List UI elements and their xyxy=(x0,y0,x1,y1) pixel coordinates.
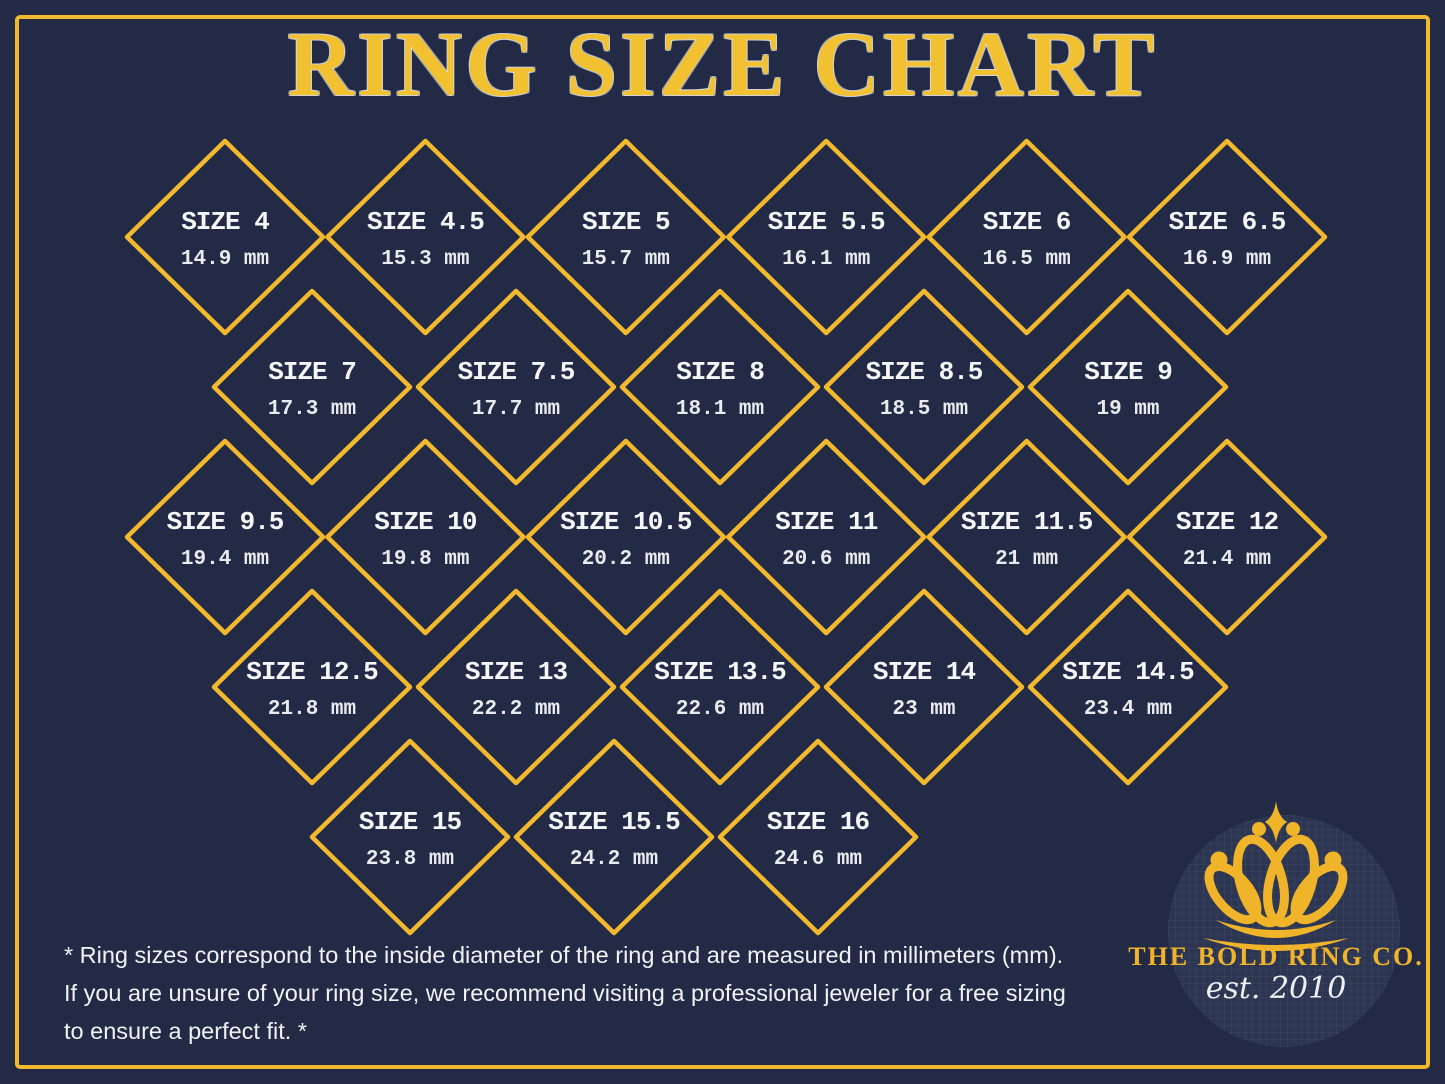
ring-diameter-label: 20.2 mm xyxy=(582,548,670,571)
ring-size-diamond xyxy=(211,288,413,486)
ring-size-label: SIZE 4 xyxy=(181,207,269,237)
ring-diameter-label: 19 mm xyxy=(1096,398,1159,421)
ring-size-label: SIZE 12 xyxy=(1176,507,1279,537)
ring-size-diamond xyxy=(124,138,326,336)
ring-size-diamond xyxy=(1027,288,1229,486)
ring-size-label: SIZE 12.5 xyxy=(246,657,378,687)
ring-diameter-label: 21.8 mm xyxy=(268,698,356,721)
ring-size-diamond xyxy=(725,138,927,336)
ring-diameter-label: 16.5 mm xyxy=(982,248,1070,271)
ring-size-label: SIZE 4.5 xyxy=(367,207,484,237)
ring-diameter-label: 14.9 mm xyxy=(181,248,269,271)
ring-diameter-label: 19.4 mm xyxy=(181,548,269,571)
ring-diameter-label: 24.6 mm xyxy=(774,848,862,871)
ring-diameter-label: 16.9 mm xyxy=(1183,248,1271,271)
ring-size-label: SIZE 5.5 xyxy=(768,207,885,237)
ring-size-diamond xyxy=(725,438,927,636)
ring-size-label: SIZE 13.5 xyxy=(654,657,786,687)
ring-size-diamond xyxy=(415,588,617,786)
ring-diameter-label: 18.5 mm xyxy=(880,398,968,421)
footnote-line-1: * Ring sizes correspond to the inside di… xyxy=(64,942,1064,968)
ring-diameter-label: 19.8 mm xyxy=(381,548,469,571)
ring-diameter-label: 15.7 mm xyxy=(582,248,670,271)
ring-size-diamond xyxy=(926,438,1127,636)
ring-size-diamond xyxy=(823,288,1025,486)
ring-diameter-label: 22.6 mm xyxy=(676,698,764,721)
ring-size-label: SIZE 8 xyxy=(676,357,764,387)
ring-size-diamond xyxy=(1027,588,1229,786)
ring-size-diamond xyxy=(513,738,715,936)
ring-size-diamond xyxy=(926,138,1127,336)
ring-size-diamond xyxy=(717,738,919,936)
footnote-line-2: If you are unsure of your ring size, we … xyxy=(64,980,1066,1006)
ring-size-diamond xyxy=(619,588,821,786)
ring-size-label: SIZE 10.5 xyxy=(560,507,692,537)
ring-diameter-label: 20.6 mm xyxy=(782,548,870,571)
ring-diameter-label: 21 mm xyxy=(995,548,1058,571)
ring-size-diamond xyxy=(525,138,727,336)
ring-size-label: SIZE 7.5 xyxy=(458,357,575,387)
ring-size-label: SIZE 15 xyxy=(359,807,462,837)
ring-size-diamond xyxy=(124,438,326,636)
crown-icon xyxy=(1203,801,1349,951)
page-title: RING SIZE CHART xyxy=(287,13,1158,115)
ring-size-label: SIZE 11.5 xyxy=(961,507,1093,537)
ring-size-diamond xyxy=(309,738,511,936)
ring-size-label: SIZE 16 xyxy=(767,807,870,837)
ring-size-label: SIZE 6 xyxy=(983,207,1071,237)
ring-size-diamond xyxy=(525,438,727,636)
ring-diameter-label: 15.3 mm xyxy=(381,248,469,271)
ring-size-diamond xyxy=(823,588,1025,786)
ring-size-label: SIZE 10 xyxy=(374,507,477,537)
ring-size-label: SIZE 9 xyxy=(1084,357,1172,387)
ring-size-label: SIZE 13 xyxy=(465,657,568,687)
ring-size-label: SIZE 6.5 xyxy=(1169,207,1286,237)
ring-diameter-label: 23.4 mm xyxy=(1084,698,1172,721)
ring-diameter-label: 17.7 mm xyxy=(472,398,560,421)
ring-size-label: SIZE 15.5 xyxy=(548,807,680,837)
ring-size-label: SIZE 5 xyxy=(582,207,670,237)
brand-name: THE BOLD RING CO. xyxy=(1128,942,1424,971)
ring-size-diamond xyxy=(1126,438,1328,636)
ring-size-label: SIZE 14.5 xyxy=(1062,657,1194,687)
ring-diameter-label: 17.3 mm xyxy=(268,398,356,421)
ring-size-label: SIZE 14 xyxy=(873,657,976,687)
ring-diameter-label: 21.4 mm xyxy=(1183,548,1271,571)
ring-diameter-label: 16.1 mm xyxy=(782,248,870,271)
ring-size-diamond xyxy=(1126,138,1328,336)
footnote-line-3: to ensure a perfect fit. * xyxy=(64,1018,307,1044)
ring-size-diamond xyxy=(619,288,821,486)
ring-diameter-label: 23 mm xyxy=(892,698,955,721)
ring-diameter-label: 23.8 mm xyxy=(366,848,454,871)
ring-diameter-label: 18.1 mm xyxy=(676,398,764,421)
brand-established: est. 2010 xyxy=(1205,971,1347,1006)
footnote: * Ring sizes correspond to the inside di… xyxy=(64,936,1144,1050)
ring-size-diamond xyxy=(211,588,413,786)
ring-size-diamond xyxy=(325,138,526,336)
ring-size-diamond xyxy=(325,438,526,636)
ring-diameter-label: 22.2 mm xyxy=(472,698,560,721)
ring-size-diamond xyxy=(415,288,617,486)
ring-diameter-label: 24.2 mm xyxy=(570,848,658,871)
ring-size-label: SIZE 11 xyxy=(775,507,878,537)
ring-size-label: SIZE 8.5 xyxy=(866,357,983,387)
ring-size-label: SIZE 9.5 xyxy=(167,507,284,537)
ring-size-label: SIZE 7 xyxy=(268,357,356,387)
